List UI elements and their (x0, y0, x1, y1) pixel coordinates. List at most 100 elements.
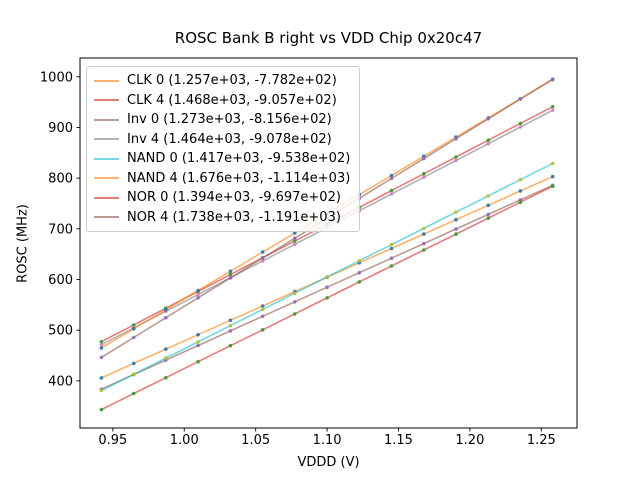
data-point-nand0 (99, 388, 104, 393)
data-point-inv4 (260, 259, 265, 263)
x-tick-label: 0.95 (98, 433, 127, 448)
legend-swatch (94, 138, 119, 141)
data-point-nor0 (293, 312, 297, 316)
y-tick-label: 400 (48, 374, 73, 389)
legend-item: CLK 4 (1.468e+03, -9.057e+02) (94, 91, 350, 111)
data-point-nor0 (325, 296, 329, 300)
data-point-inv4 (99, 343, 104, 347)
data-point-inv4 (550, 108, 555, 113)
data-point-inv4 (486, 141, 491, 146)
y-tick-label: 900 (48, 121, 73, 136)
data-point-nand0 (325, 275, 329, 279)
data-point-nor0 (389, 264, 394, 268)
data-point-clk4 (518, 121, 523, 126)
data-point-nand0 (389, 242, 394, 247)
x-axis-label: VDDD (V) (297, 455, 360, 470)
data-point-nand0 (293, 291, 297, 296)
data-point-nand4 (389, 173, 394, 178)
legend: CLK 0 (1.257e+03, -7.782e+02) CLK 4 (1.46… (86, 66, 361, 232)
x-tick-label: 1.15 (384, 433, 413, 448)
data-point-nor0 (422, 248, 426, 252)
legend-swatch (94, 177, 119, 180)
data-point-nor0 (518, 200, 523, 204)
data-point-clk0 (422, 232, 426, 236)
data-point-nor0 (99, 407, 104, 412)
data-point-inv0 (454, 227, 458, 231)
plot-frame (79, 57, 578, 429)
y-tick-label: 800 (48, 172, 73, 187)
data-point-inv4 (293, 242, 297, 247)
data-point-nand0 (131, 372, 136, 377)
data-point-nor0 (260, 328, 265, 332)
data-point-inv4 (454, 158, 458, 163)
data-point-clk0 (550, 174, 555, 179)
data-point-nand4 (131, 327, 136, 331)
legend-swatch (94, 157, 119, 160)
data-point-clk0 (389, 246, 394, 251)
data-point-clk4 (389, 188, 394, 193)
data-point-nor4 (260, 256, 265, 260)
legend-label: CLK 0 (1.257e+03, -7.782e+02) (127, 73, 337, 89)
data-point-inv0 (293, 300, 297, 304)
data-point-inv0 (196, 343, 200, 348)
x-tick-label: 1.00 (170, 433, 199, 448)
legend-label: NOR 0 (1.394e+03, -9.697e+02) (127, 190, 341, 206)
legend-swatch (94, 216, 119, 219)
data-point-nor0 (486, 216, 491, 220)
y-tick-label: 600 (48, 273, 73, 288)
data-point-nor4 (389, 176, 394, 181)
data-point-nor4 (228, 276, 233, 280)
data-point-nor0 (454, 232, 458, 236)
data-point-nor4 (293, 236, 297, 240)
data-point-inv0 (260, 314, 265, 319)
data-point-nor4 (164, 315, 168, 320)
x-tick-label: 1.05 (241, 433, 270, 448)
data-point-inv0 (357, 270, 362, 275)
data-point-clk0 (131, 361, 136, 366)
data-point-nor4 (454, 136, 458, 141)
data-point-inv4 (422, 175, 426, 180)
data-point-clk4 (422, 172, 426, 176)
y-tick-label: 1000 (40, 70, 73, 85)
legend-swatch (94, 79, 119, 82)
legend-label: NAND 4 (1.676e+03, -1.114e+03) (127, 170, 351, 186)
data-point-nand0 (550, 161, 555, 166)
y-tick-label: 700 (48, 222, 73, 237)
data-point-clk4 (99, 339, 104, 344)
legend-swatch (94, 196, 119, 199)
data-point-clk4 (228, 272, 233, 277)
data-point-nand4 (196, 288, 200, 293)
data-point-nand0 (486, 194, 491, 198)
data-point-nor0 (164, 375, 168, 380)
data-point-clk0 (196, 332, 200, 337)
data-point-clk0 (164, 347, 168, 351)
data-point-nor0 (131, 391, 136, 396)
data-point-nor4 (131, 335, 136, 340)
data-point-inv0 (422, 241, 426, 246)
y-tick-label: 500 (48, 324, 73, 339)
data-point-nor0 (357, 280, 362, 284)
data-point-inv4 (518, 125, 523, 129)
data-point-nor0 (550, 184, 555, 188)
data-point-nand0 (196, 340, 200, 344)
data-point-clk4 (550, 104, 555, 109)
legend-label: NOR 4 (1.738e+03, -1.191e+03) (127, 209, 341, 225)
data-point-clk0 (518, 189, 523, 193)
data-point-inv0 (389, 256, 394, 261)
data-point-inv0 (228, 329, 233, 333)
data-point-clk4 (131, 323, 136, 327)
data-point-clk0 (486, 203, 491, 208)
legend-label: CLK 4 (1.468e+03, -9.057e+02) (127, 92, 337, 108)
data-point-nand4 (164, 307, 168, 312)
y-axis-label: ROSC (MHz) (15, 204, 31, 283)
data-point-nor4 (196, 296, 200, 300)
legend-label: Inv 4 (1.464e+03, -9.078e+02) (127, 131, 332, 147)
legend-item: NOR 0 (1.394e+03, -9.697e+02) (94, 188, 350, 208)
chart-title: ROSC Bank B right vs VDD Chip 0x20c47 (174, 29, 483, 47)
data-point-nand0 (518, 177, 523, 182)
legend-item: Inv 4 (1.464e+03, -9.078e+02) (94, 130, 350, 150)
legend-item: CLK 0 (1.257e+03, -7.782e+02) (94, 71, 350, 91)
data-point-inv4 (389, 192, 394, 196)
data-point-inv0 (325, 285, 329, 290)
